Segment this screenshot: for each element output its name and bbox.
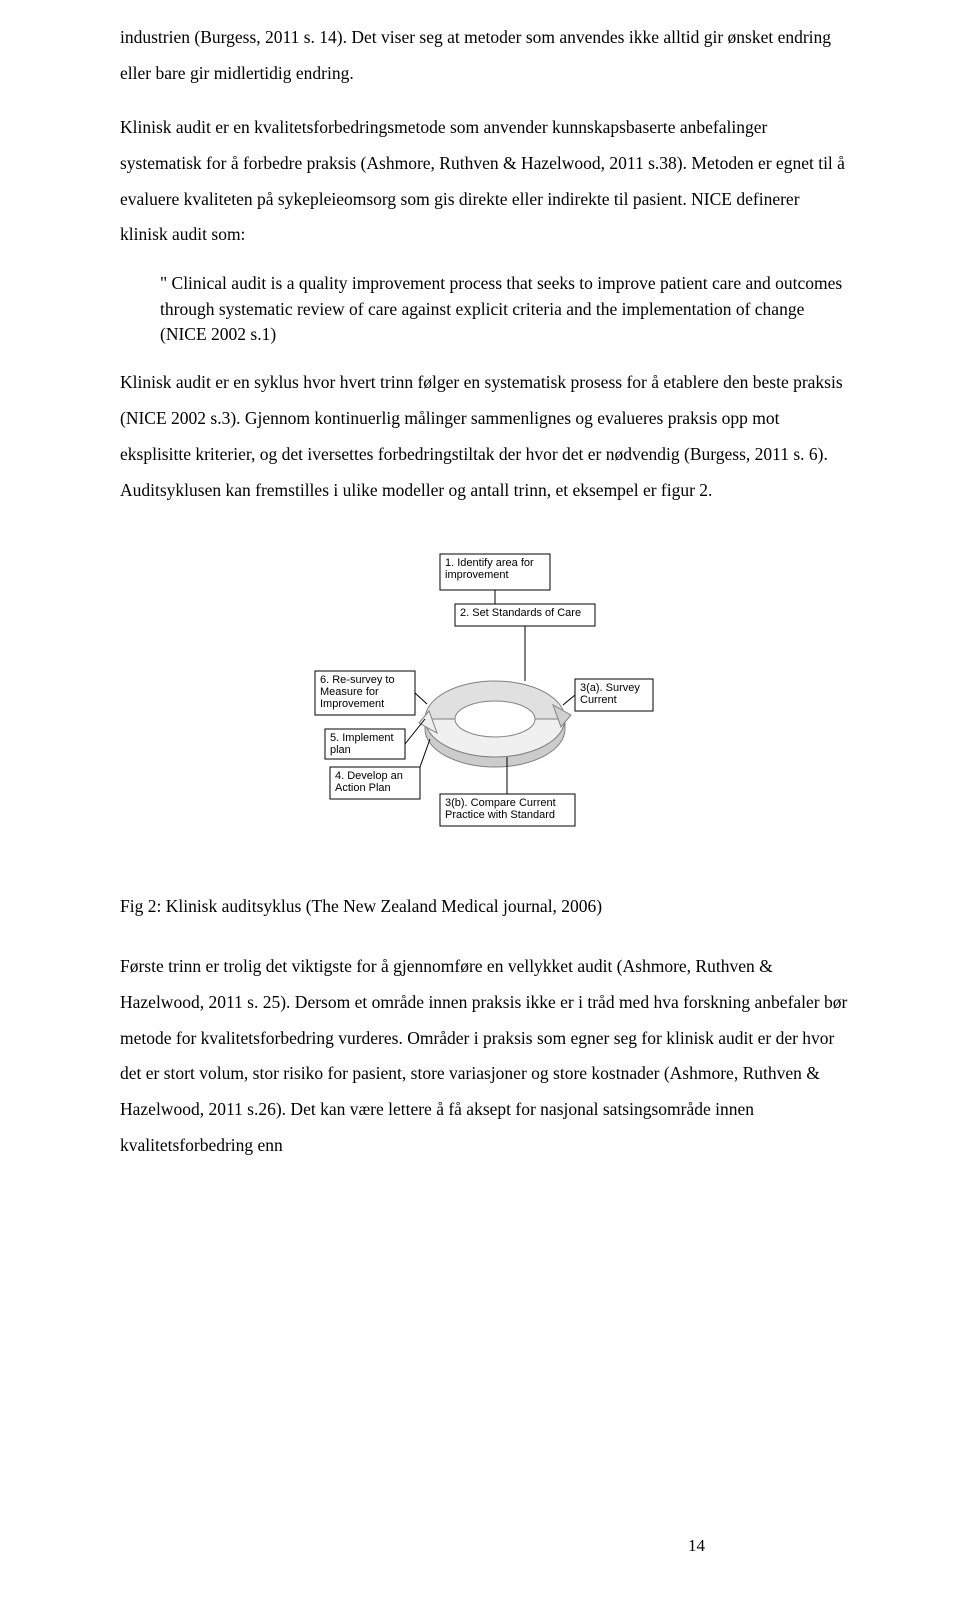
svg-text:5. Implement: 5. Implement bbox=[330, 732, 394, 744]
audit-cycle-svg: 1. Identify area forimprovement 2. Set St… bbox=[275, 549, 695, 849]
page-number: 14 bbox=[688, 1529, 705, 1564]
svg-text:2. Set Standards of Care: 2. Set Standards of Care bbox=[460, 607, 581, 619]
svg-text:Practice with Standard: Practice with Standard bbox=[445, 809, 555, 821]
figure-caption: Fig 2: Klinisk auditsyklus (The New Zeal… bbox=[120, 889, 850, 925]
block-quote: " Clinical audit is a quality improvemen… bbox=[160, 271, 850, 347]
paragraph-3: Klinisk audit er en syklus hvor hvert tr… bbox=[120, 365, 850, 509]
document-page: industrien (Burgess, 2011 s. 14). Det vi… bbox=[120, 20, 850, 1594]
svg-text:Action Plan: Action Plan bbox=[335, 782, 391, 794]
paragraph-1: industrien (Burgess, 2011 s. 14). Det vi… bbox=[120, 20, 850, 92]
svg-text:1. Identify area for: 1. Identify area for bbox=[445, 557, 534, 569]
svg-text:3(b). Compare Current: 3(b). Compare Current bbox=[445, 797, 556, 809]
svg-text:Current: Current bbox=[580, 694, 617, 706]
svg-text:Improvement: Improvement bbox=[320, 698, 384, 710]
svg-text:Measure for: Measure for bbox=[320, 686, 379, 698]
paragraph-4: Første trinn er trolig det viktigste for… bbox=[120, 949, 850, 1164]
svg-text:improvement: improvement bbox=[445, 569, 509, 581]
svg-text:plan: plan bbox=[330, 744, 351, 756]
svg-text:6. Re-survey to: 6. Re-survey to bbox=[320, 674, 395, 686]
svg-text:3(a). Survey: 3(a). Survey bbox=[580, 682, 640, 694]
svg-text:4. Develop an: 4. Develop an bbox=[335, 770, 403, 782]
audit-cycle-diagram: 1. Identify area forimprovement 2. Set St… bbox=[120, 549, 850, 849]
paragraph-2: Klinisk audit er en kvalitetsforbedrings… bbox=[120, 110, 850, 254]
